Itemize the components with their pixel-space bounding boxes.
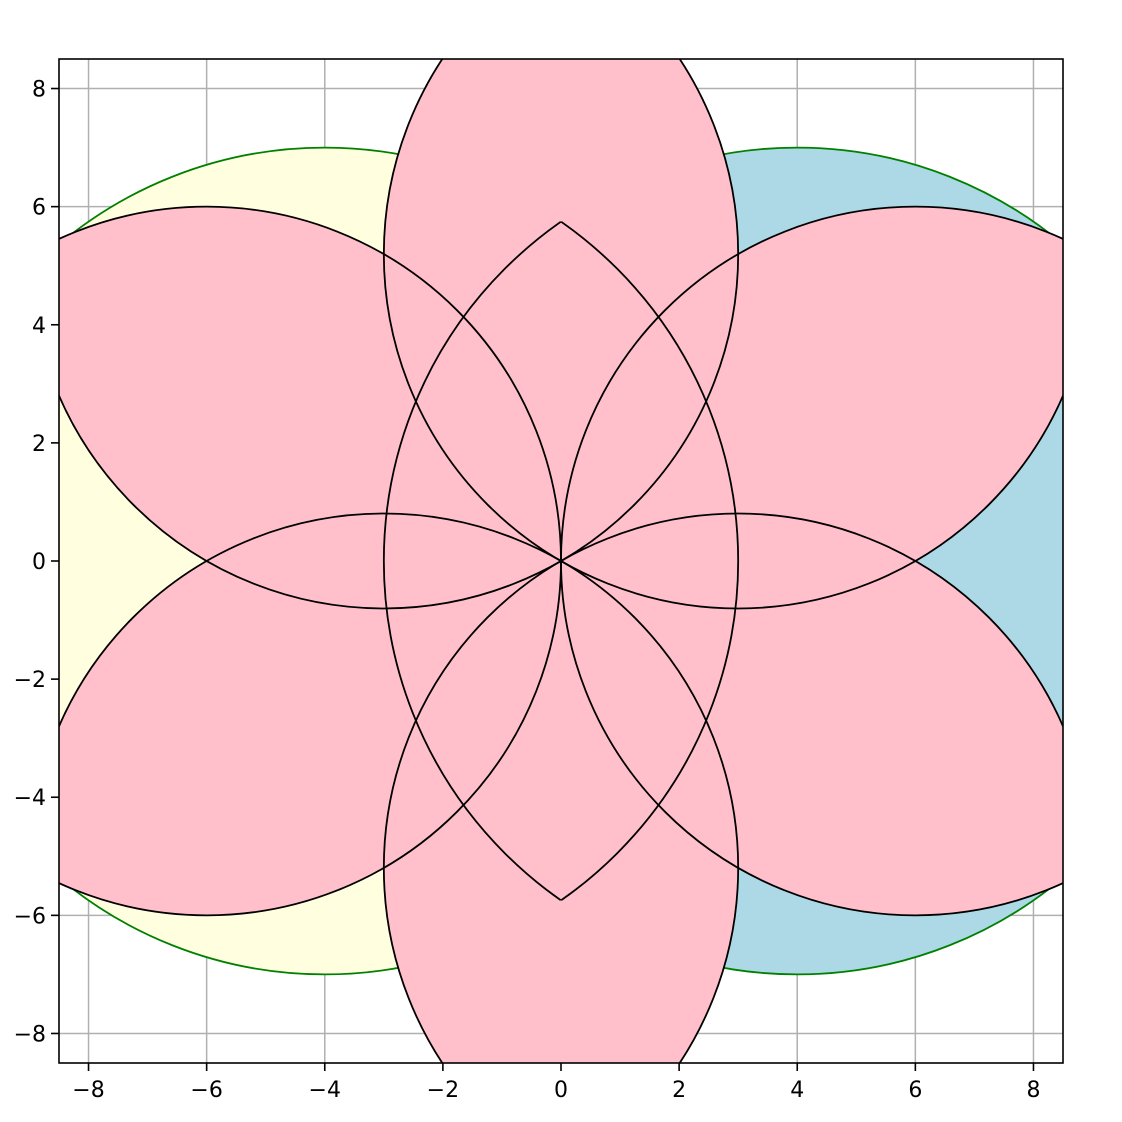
- y-axis: −8 −6 −4 −2 0 2 4 6 8: [14, 78, 59, 1047]
- y-tick-label: 4: [32, 314, 46, 339]
- x-tick-label: −6: [190, 1078, 222, 1103]
- lens-edge-left: [383, 147, 740, 975]
- star-petal-edge: [561, 206, 1063, 610]
- y-tick-label: −6: [14, 904, 46, 929]
- star-petal: [383, 59, 739, 609]
- x-tick-label: 0: [554, 1078, 568, 1103]
- x-tick-label: 8: [1026, 1078, 1040, 1103]
- y-tick-label: −8: [14, 1022, 46, 1047]
- x-tick-label: 2: [672, 1078, 686, 1103]
- x-axis: −8 −6 −4 −2 0 2 4 6 8: [72, 1063, 1040, 1103]
- y-tick-label: 6: [32, 196, 46, 221]
- x-tick-label: −8: [72, 1078, 104, 1103]
- y-tick-label: −4: [14, 786, 46, 811]
- star-petal: [383, 513, 739, 1063]
- star-petal-edge: [59, 512, 561, 916]
- x-tick-label: −2: [427, 1078, 459, 1103]
- star-petal-edge: [383, 59, 740, 609]
- x-tick-label: 6: [908, 1078, 922, 1103]
- y-tick-label: 0: [32, 550, 46, 575]
- x-tick-label: 4: [790, 1078, 804, 1103]
- y-tick-label: −2: [14, 668, 46, 693]
- y-tick-label: 2: [32, 432, 46, 457]
- star-petal-edge: [561, 512, 1063, 916]
- star-petal-edge: [382, 513, 739, 1063]
- star-petal-edge: [59, 206, 561, 610]
- x-tick-label: −4: [309, 1078, 341, 1103]
- lens-edge-right: [382, 147, 739, 975]
- y-tick-label: 8: [32, 78, 46, 103]
